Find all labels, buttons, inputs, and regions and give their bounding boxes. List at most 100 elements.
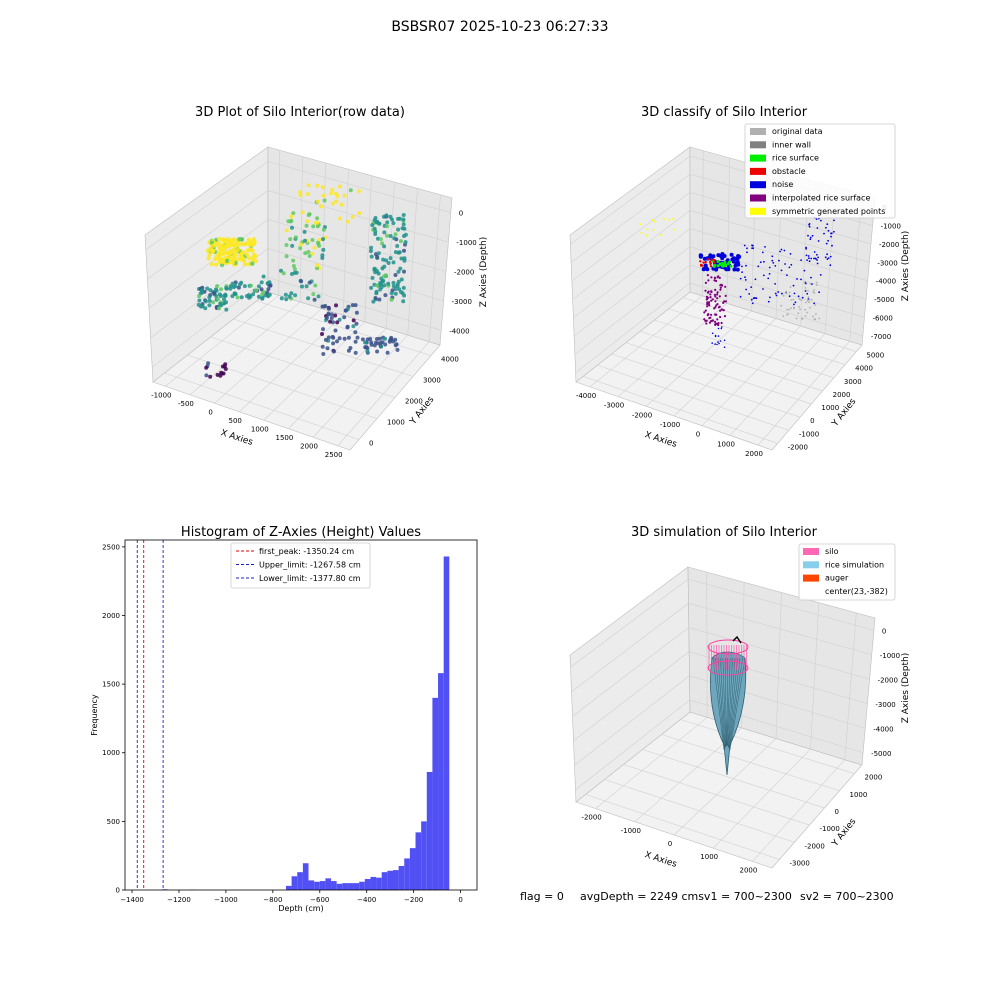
scatter-point [709,265,713,268]
scatter-point [203,299,208,304]
scatter-point [808,260,811,263]
scatter-point [673,228,675,231]
grid-line [673,738,777,836]
scatter-point [719,315,722,319]
scatter-point [379,285,384,290]
scatter-point [372,226,377,231]
grid-line [849,194,863,342]
tick-label: 1000 [251,425,269,433]
mesh-line [727,657,736,747]
scatter-point [720,283,723,286]
scatter-point [813,289,816,291]
grid-line [148,219,447,309]
tick-label: 500 [107,818,120,826]
scatter-point [793,303,795,306]
scatter-point [804,315,807,317]
grid-line [573,651,868,741]
scatter-point [216,296,221,301]
scatter-point [698,254,703,259]
scatter-point [724,300,728,303]
scatter-point [333,313,338,318]
scatter-point [672,218,674,220]
scatter-point [315,263,320,268]
scatter-point [710,313,713,316]
scatter-point [785,292,788,295]
scatter-point [251,239,256,244]
legend-label: interpolated rice surface [772,194,870,203]
scatter-point [721,253,726,258]
y-tick-labels: 0 500 1000 1500 2000 2500 [102,543,125,895]
scatter-point [790,307,792,310]
mesh-line [717,657,726,749]
scatter-point [328,319,333,324]
scatter-point [720,321,723,325]
scatter-point [718,262,722,266]
scatter-point [711,254,716,259]
scatter-point [732,267,737,272]
scatter-point [831,244,833,247]
scatter-point [801,296,804,299]
tick-label: -1000 [880,652,900,660]
scatter-point [290,243,295,248]
scatter-point [813,292,816,294]
scatter-point [304,284,309,289]
grid-line [701,325,801,426]
scatter-point [804,287,807,289]
scatter-point [708,317,711,320]
grid-line [752,759,846,862]
grid-line [570,578,874,668]
scatter-point [803,282,806,284]
y-tick-labels: 0 1000 2000 3000 4000 [369,356,459,448]
scatter-point [375,283,380,288]
scatter-point [325,346,330,351]
z-axis-label: Z Axies (Depth) [901,653,911,724]
scatter-point [326,311,331,316]
legend-frame [744,123,896,219]
legend-swatch [750,154,766,162]
scatter-point [382,230,387,235]
tick-label: −200 [404,896,423,904]
scatter-point [256,294,261,299]
scatter-point [320,332,324,336]
scatter-point [306,213,311,217]
grid-line [611,353,801,418]
scatter-point [767,300,770,303]
scatter-point [388,234,393,238]
legend-swatch [750,141,766,149]
scatter-point [212,291,217,295]
scatter-point [704,260,707,264]
scatter-point [733,256,738,261]
scatter-point [357,211,362,216]
scatter-point [717,275,720,278]
scatter-point [393,337,398,342]
legend-label: center(23,-382) [825,587,888,596]
scatter-point [368,249,373,254]
scatter-point [321,227,326,232]
scatter-point [779,250,781,253]
scatter-point [224,243,229,248]
scatter-point [728,260,731,264]
scatter-point [806,292,809,295]
scatter-point [304,223,309,228]
scatter-point [284,228,289,233]
scatter-point [235,257,240,262]
scatter-point [288,237,293,242]
scatter-point [714,343,716,345]
scatter-point [767,277,770,280]
scatter-point [368,337,373,341]
scatter-point [389,335,394,340]
scatter-point [373,216,378,220]
tick-label: 0 [369,440,373,448]
scatter-point [712,265,716,268]
mesh-line [728,657,741,749]
scatter-point [326,335,331,340]
footer-sv2: sv2 = 700~2300 [800,890,894,903]
scatter-point [796,278,798,280]
scatter-point [211,300,216,305]
scatter-point [286,219,291,224]
scatter-point [815,284,818,286]
scatter-point [715,304,718,307]
scatter-point [354,310,359,315]
y-tick-labels: -2000 -1000 0 1000 2000 3000 4000 5000 [788,352,885,452]
x-axis-label: X Axies [643,850,678,870]
